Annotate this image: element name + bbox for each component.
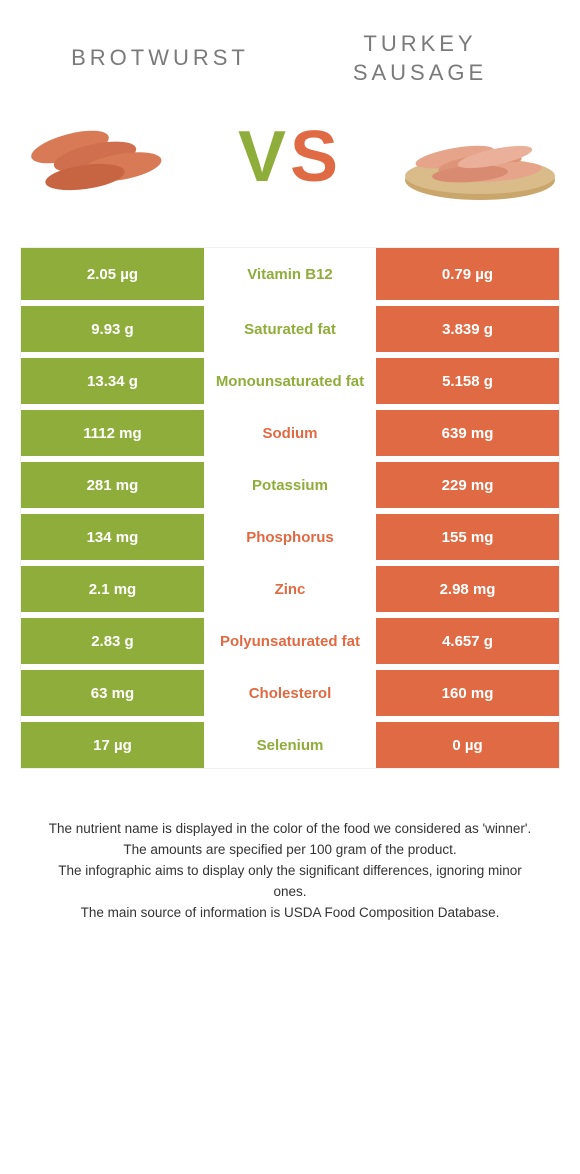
cell-nutrient-label: Saturated fat: [204, 306, 376, 352]
cell-left-value: 9.93 g: [21, 306, 204, 352]
cell-nutrient-label: Phosphorus: [204, 514, 376, 560]
cell-right-value: 2.98 mg: [376, 566, 559, 612]
table-row: 1112 mgSodium639 mg: [21, 404, 559, 456]
table-row: 2.1 mgZinc2.98 mg: [21, 560, 559, 612]
footer-line-2: The amounts are specified per 100 gram o…: [40, 840, 540, 861]
footer-line-1: The nutrient name is displayed in the co…: [40, 819, 540, 840]
footer-notes: The nutrient name is displayed in the co…: [0, 769, 580, 924]
cell-nutrient-label: Potassium: [204, 462, 376, 508]
cell-right-value: 160 mg: [376, 670, 559, 716]
cell-left-value: 17 µg: [21, 722, 204, 768]
table-row: 17 µgSelenium0 µg: [21, 716, 559, 768]
vs-label: VS: [238, 116, 342, 198]
table-row: 281 mgPotassium229 mg: [21, 456, 559, 508]
table-row: 2.05 µgVitamin B120.79 µg: [21, 248, 559, 300]
cell-right-value: 155 mg: [376, 514, 559, 560]
title-turkey-line1: TURKEY: [290, 30, 550, 59]
table-row: 2.83 gPolyunsaturated fat4.657 g: [21, 612, 559, 664]
title-brotwurst: BROTWURST: [30, 44, 290, 73]
cell-nutrient-label: Monounsaturated fat: [204, 358, 376, 404]
cell-right-value: 639 mg: [376, 410, 559, 456]
table-row: 9.93 gSaturated fat3.839 g: [21, 300, 559, 352]
cell-right-value: 5.158 g: [376, 358, 559, 404]
header-left: BROTWURST: [30, 44, 290, 73]
cell-right-value: 4.657 g: [376, 618, 559, 664]
footer-line-3: The infographic aims to display only the…: [40, 861, 540, 903]
table-row: 63 mgCholesterol160 mg: [21, 664, 559, 716]
footer-line-4: The main source of information is USDA F…: [40, 903, 540, 924]
brotwurst-image: [20, 97, 180, 217]
brotwurst-icon: [25, 102, 175, 212]
cell-left-value: 2.83 g: [21, 618, 204, 664]
cell-nutrient-label: Sodium: [204, 410, 376, 456]
cell-nutrient-label: Polyunsaturated fat: [204, 618, 376, 664]
header: BROTWURST TURKEY SAUSAGE: [0, 0, 580, 97]
cell-right-value: 229 mg: [376, 462, 559, 508]
table-row: 13.34 gMonounsaturated fat5.158 g: [21, 352, 559, 404]
cell-nutrient-label: Selenium: [204, 722, 376, 768]
comparison-table: 2.05 µgVitamin B120.79 µg9.93 gSaturated…: [20, 247, 560, 769]
turkey-sausage-image: [400, 97, 560, 217]
title-turkey-line2: SAUSAGE: [290, 59, 550, 88]
cell-right-value: 0 µg: [376, 722, 559, 768]
cell-left-value: 13.34 g: [21, 358, 204, 404]
cell-right-value: 0.79 µg: [376, 248, 559, 300]
cell-nutrient-label: Zinc: [204, 566, 376, 612]
cell-nutrient-label: Vitamin B12: [204, 248, 376, 300]
cell-left-value: 1112 mg: [21, 410, 204, 456]
cell-left-value: 134 mg: [21, 514, 204, 560]
header-right: TURKEY SAUSAGE: [290, 30, 550, 87]
cell-left-value: 2.1 mg: [21, 566, 204, 612]
vs-row: VS: [0, 97, 580, 247]
cell-nutrient-label: Cholesterol: [204, 670, 376, 716]
turkey-sausage-icon: [400, 102, 560, 212]
cell-left-value: 63 mg: [21, 670, 204, 716]
cell-right-value: 3.839 g: [376, 306, 559, 352]
cell-left-value: 2.05 µg: [21, 248, 204, 300]
cell-left-value: 281 mg: [21, 462, 204, 508]
table-row: 134 mgPhosphorus155 mg: [21, 508, 559, 560]
